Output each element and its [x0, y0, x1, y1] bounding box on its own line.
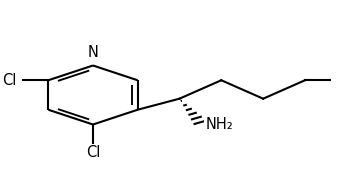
Text: N: N	[87, 45, 98, 60]
Text: Cl: Cl	[2, 73, 16, 88]
Text: Cl: Cl	[86, 145, 100, 160]
Text: NH₂: NH₂	[205, 117, 233, 132]
